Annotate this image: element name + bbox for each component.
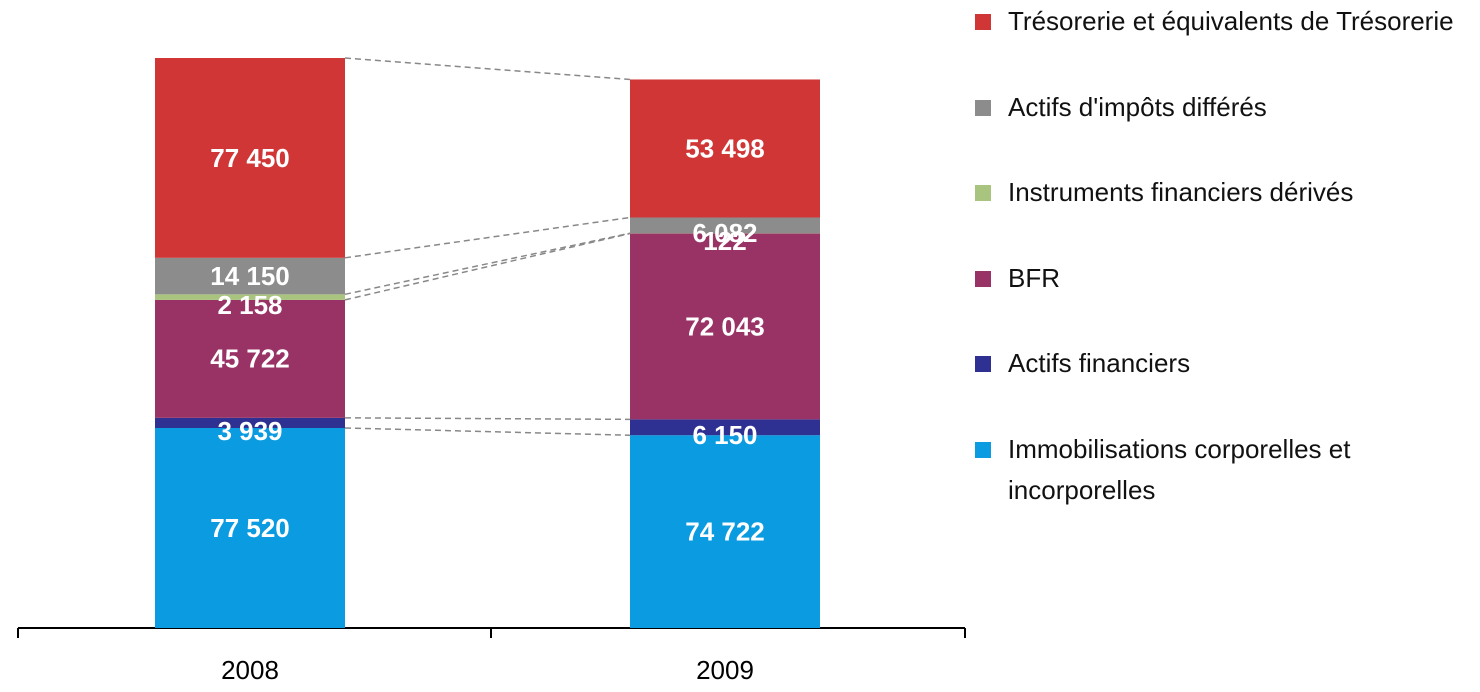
bar-segment — [155, 294, 345, 300]
bar-segment — [155, 428, 345, 628]
bar-segment — [630, 79, 820, 218]
legend-label: Trésorerie et équivalents de Trésorerie — [1008, 6, 1454, 36]
value-label: 2 158 — [217, 290, 282, 320]
legend-swatch — [975, 441, 991, 458]
value-label: 122 — [703, 226, 746, 256]
legend-item: Trésorerie et équivalents de Trésorerie — [975, 1, 1465, 42]
value-label: 77 520 — [210, 513, 290, 543]
legend-swatch — [975, 14, 991, 30]
x-tick-label: 2008 — [221, 655, 279, 685]
bar-segment — [630, 419, 820, 436]
x-tick-label: 2009 — [696, 655, 754, 685]
legend-swatch — [975, 185, 991, 201]
legend-item: Actifs d'impôts différés — [975, 87, 1465, 128]
legend-item: Immobilisations corporelles et incorpore… — [975, 429, 1465, 511]
connector — [344, 232, 631, 296]
legend-label: BFR — [1008, 262, 1060, 293]
value-label: 6 150 — [692, 420, 757, 450]
bar-segment — [155, 257, 345, 295]
legend-swatch — [975, 270, 991, 287]
legend-swatch — [975, 356, 991, 372]
value-label: 72 043 — [685, 311, 765, 341]
value-label: 45 722 — [210, 344, 290, 374]
legend-item: BFR — [975, 258, 1465, 299]
value-label: 14 150 — [210, 261, 290, 291]
legend-swatch — [975, 99, 991, 116]
connector — [344, 427, 631, 436]
bar-segment — [155, 299, 345, 418]
bar-segment — [155, 417, 345, 429]
bar-segment — [630, 217, 820, 234]
legend-item: Instruments financiers dérivés — [975, 172, 1465, 213]
legend-item: Actifs financiers — [975, 343, 1465, 384]
legend-label: Actifs financiers — [1008, 348, 1191, 378]
value-label: 53 498 — [685, 133, 765, 163]
value-label: 77 450 — [210, 143, 290, 173]
value-label: 3 939 — [217, 416, 282, 446]
bar-segment — [630, 435, 820, 628]
connector — [344, 417, 631, 421]
value-label: 74 722 — [685, 516, 765, 546]
connector — [344, 216, 631, 259]
legend-label: Instruments financiers dérivés — [1008, 177, 1354, 207]
legend-label: Actifs d'impôts différés — [1008, 91, 1267, 122]
connector — [344, 232, 631, 301]
bar-segment — [630, 233, 820, 420]
value-label: 6 082 — [692, 218, 757, 248]
legend-label: Immobilisations corporelles et incorpore… — [1008, 433, 1351, 505]
bar-segment — [155, 58, 345, 258]
connector — [344, 57, 631, 81]
